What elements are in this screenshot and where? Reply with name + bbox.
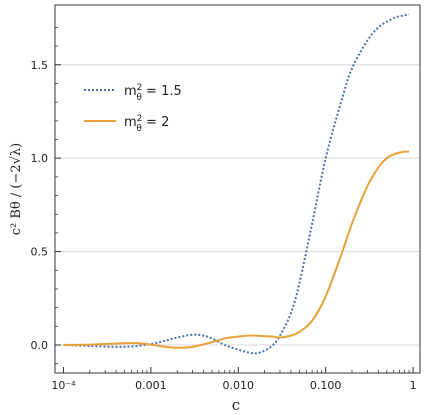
y-tick-label-2: 1.0 xyxy=(31,152,49,165)
plot-frame xyxy=(54,4,421,374)
legend-label-series-1: m2 θ = 1.5 xyxy=(124,83,182,103)
x-tick-label-0: 10⁻⁴ xyxy=(51,379,76,392)
x-tick-label-2: 0.010 xyxy=(223,379,255,392)
y-tick-label-3: 1.5 xyxy=(31,59,49,72)
x-axis-label: c xyxy=(232,396,240,414)
axis-ticks: 0.0 0.5 1.0 1.5 10⁻⁴ 0.001 0.010 0.100 1 xyxy=(31,27,417,392)
series-lines xyxy=(63,13,410,355)
legend-label-series-2: m2 θ = 2 xyxy=(124,114,169,134)
x-tick-label-1: 0.001 xyxy=(135,379,167,392)
grid-lines xyxy=(55,64,420,346)
y-axis-label: c² Bθ / (−2√λ) xyxy=(9,143,24,235)
series-line-1 xyxy=(63,13,410,355)
x-tick-label-4: 1 xyxy=(410,379,417,392)
y-tick-label-0: 0.0 xyxy=(31,339,49,352)
x-tick-label-3: 0.100 xyxy=(310,379,342,392)
y-tick-label-1: 0.5 xyxy=(31,246,49,259)
legend: m2 θ = 1.5 m2 θ = 2 xyxy=(84,83,182,134)
series-line-2 xyxy=(63,150,410,349)
